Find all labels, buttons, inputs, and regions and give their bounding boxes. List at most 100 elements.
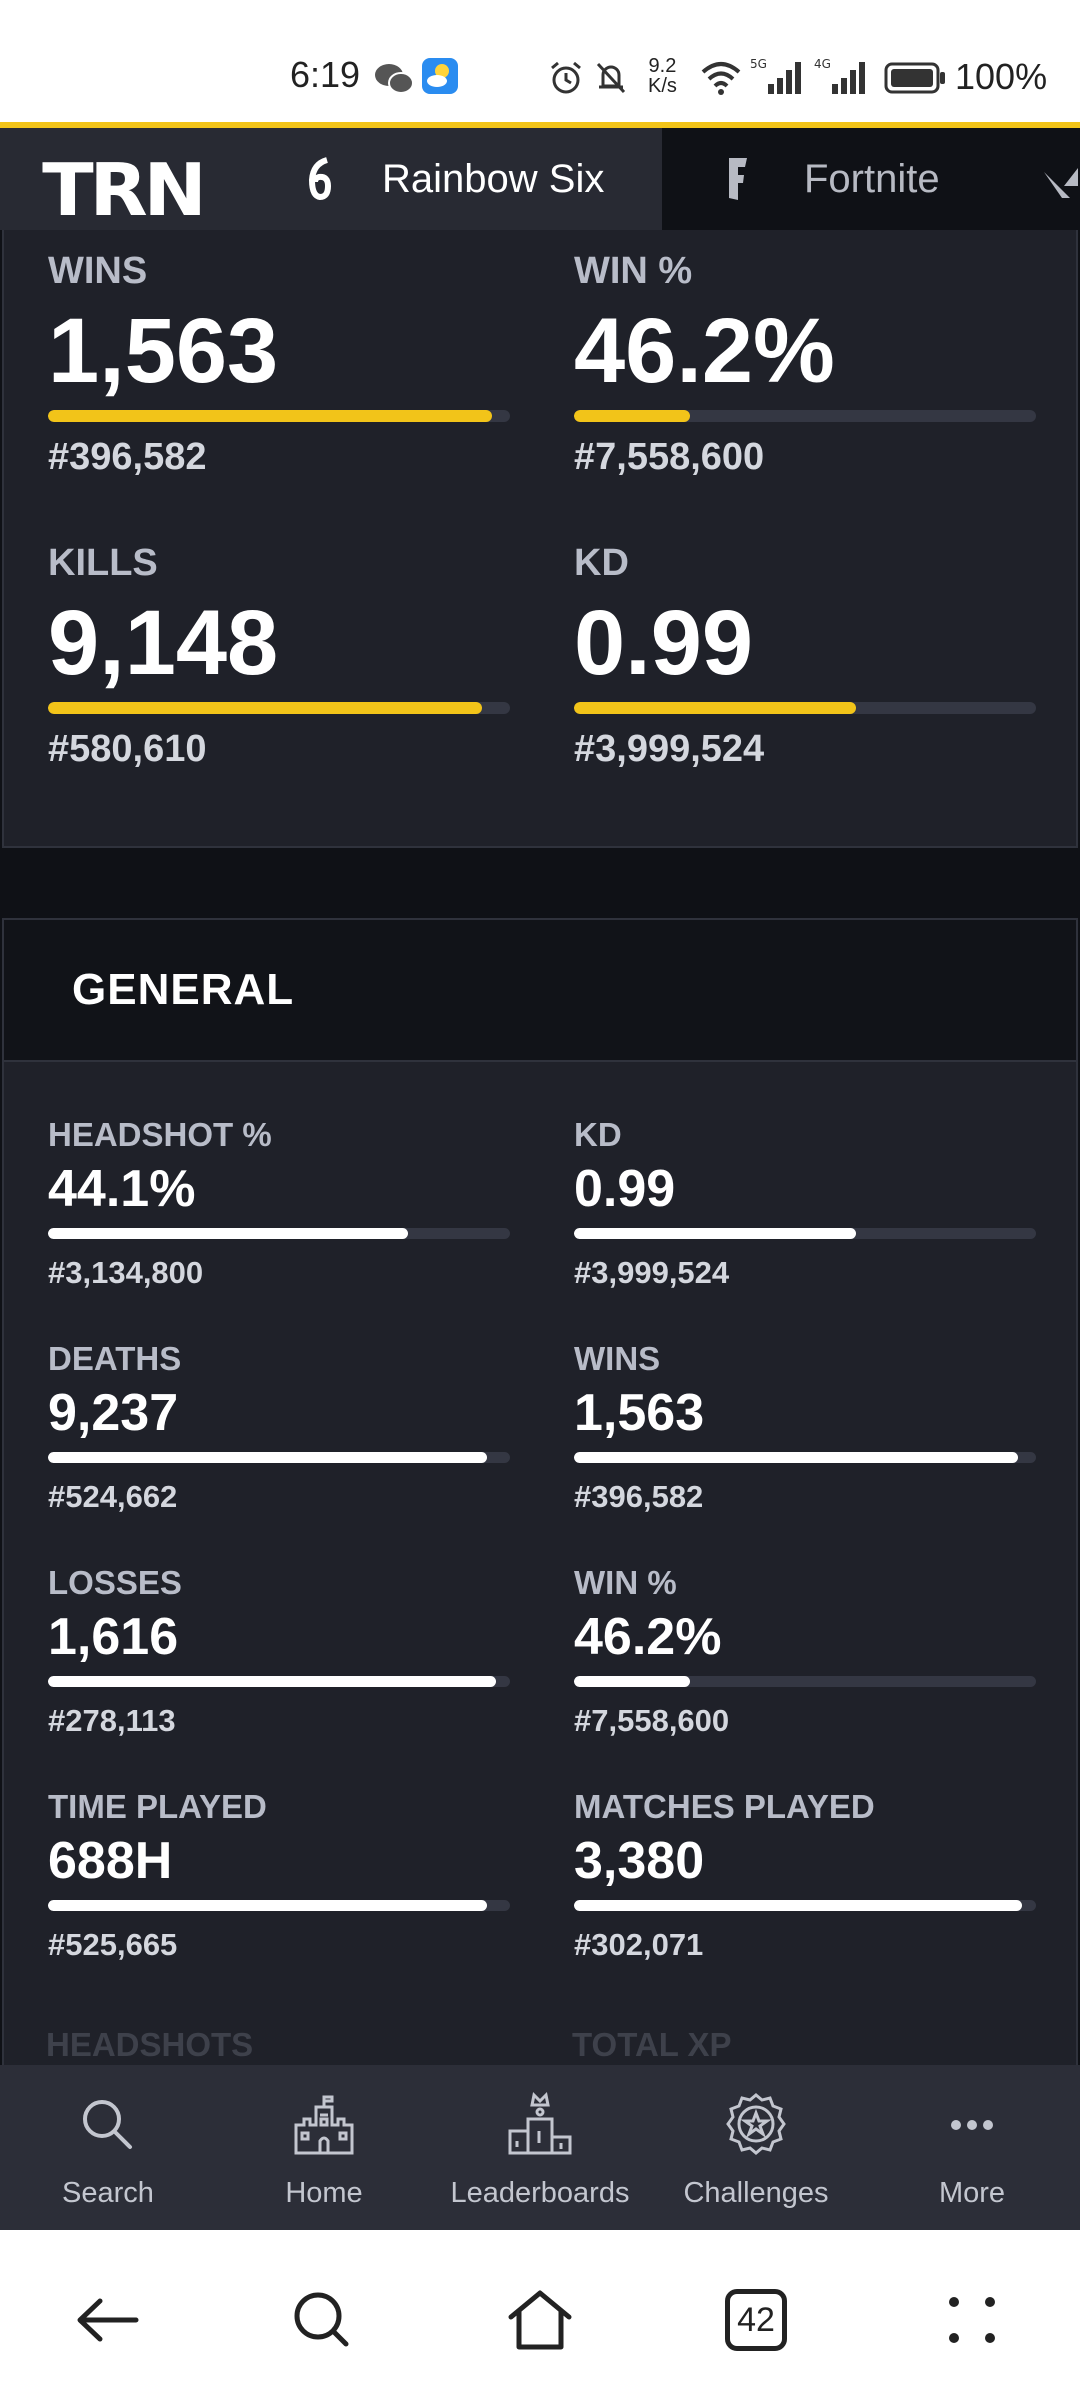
stat-value: 1,563: [48, 300, 279, 402]
stat-value: 46.2%: [574, 300, 835, 402]
trn-logo[interactable]: TRN: [42, 148, 207, 232]
home-icon: [508, 2290, 572, 2350]
stat-bar-fill: [574, 1676, 690, 1687]
tab-label: Fortnite: [804, 156, 940, 201]
stat-value: 46.2%: [574, 1608, 722, 1666]
nav-home[interactable]: Home: [216, 2065, 432, 2230]
nav-label: Leaderboards: [450, 2177, 630, 2209]
stat-bar-fill: [48, 1228, 409, 1239]
stat-rank: #580,610: [48, 728, 207, 770]
stat-time-played: TIME PLAYED 688H #525,665: [48, 1788, 510, 1963]
tab-rainbow-six[interactable]: Rainbow Six: [300, 128, 662, 230]
stat-bar-fill: [48, 1676, 497, 1687]
stat-percentile-bar: [574, 1228, 1036, 1239]
stats-content[interactable]: WINS 1,563 #396,582 WIN % 46.2% #7,558,6…: [0, 230, 1080, 2065]
wifi-icon: [701, 62, 741, 95]
nav-label: Search: [62, 2177, 154, 2209]
stat-bar-fill: [48, 702, 483, 714]
stat-value: 1,616: [48, 1608, 179, 1666]
stat-label: WINS: [48, 250, 148, 292]
overview-stat-wins: WINS 1,563 #396,582: [48, 250, 510, 479]
overview-stat-kd: KD 0.99 #3,999,524: [574, 542, 1036, 771]
stat-value: 9,237: [48, 1384, 179, 1442]
svg-text:4G: 4G: [814, 57, 831, 71]
castle-icon: [294, 2095, 354, 2155]
stat-rank: #396,582: [574, 1479, 704, 1514]
nav-leaderboards[interactable]: Leaderboards: [432, 2065, 648, 2230]
stat-rank: #7,558,600: [574, 1703, 730, 1738]
stat-percentile-bar: [48, 1452, 510, 1463]
stat-bar-fill: [574, 1900, 1023, 1911]
stat-bar-fill: [574, 1452, 1018, 1463]
tabs-button[interactable]: 42: [716, 2280, 796, 2360]
valorant-partial-icon[interactable]: [1040, 164, 1080, 204]
weather-icon: [422, 58, 458, 94]
overview-stat-win-pct: WIN % 46.2% #7,558,600: [574, 250, 1036, 479]
stat-percentile-bar: [574, 1452, 1036, 1463]
stat-label: TIME PLAYED: [48, 1788, 267, 1825]
stat-value: 3,380: [574, 1832, 705, 1890]
stat-percentile-bar: [48, 702, 510, 714]
fortnite-icon: [718, 154, 758, 204]
stat-bar-fill: [48, 1900, 487, 1911]
status-time: 6:19: [290, 54, 361, 95]
browser-search-button[interactable]: [282, 2280, 362, 2360]
more-dots-icon: [951, 2120, 993, 2130]
rainbow-six-icon: [300, 154, 340, 204]
arrow-left-icon: [77, 2298, 139, 2342]
stat-label: KD: [574, 1116, 622, 1153]
bottom-tab-bar: Search Home Leaderboards: [0, 2065, 1080, 2230]
badge-icon: [726, 2093, 786, 2155]
alarm-icon: [551, 61, 581, 94]
status-bar: 6:19 9.2 K/s 5G 4G: [0, 0, 1080, 122]
stat-bar-fill: [574, 1228, 856, 1239]
stat-percentile-bar: [574, 1676, 1036, 1687]
stat-headshot-pct: HEADSHOT % 44.1% #3,134,800: [48, 1116, 510, 1291]
stat-value: 0.99: [574, 1160, 676, 1218]
nav-challenges[interactable]: Challenges: [648, 2065, 864, 2230]
game-nav-bar: TRN Rainbow Six Fortnite: [0, 122, 1080, 232]
nav-label: Challenges: [683, 2177, 829, 2209]
stat-bar-fill: [48, 410, 492, 422]
stat-label: LOSSES: [48, 1564, 182, 1601]
browser-system-nav: 42: [0, 2230, 1080, 2400]
stat-label: KILLS: [48, 542, 158, 584]
stat-label: WIN %: [574, 250, 693, 292]
signal-4g-icon: 4G: [814, 57, 865, 94]
stat-win-pct: WIN % 46.2% #7,558,600: [574, 1564, 1036, 1739]
stat-rank: #396,582: [48, 436, 207, 478]
stat-percentile-bar: [48, 1676, 510, 1687]
stat-rank: #3,134,800: [48, 1255, 204, 1290]
tab-count: 42: [737, 2300, 775, 2339]
podium-icon: [508, 2091, 572, 2155]
stat-label: KD: [574, 542, 629, 584]
stat-bar-fill: [574, 702, 856, 714]
section-title: GENERAL: [72, 965, 295, 1014]
tab-label: Rainbow Six: [382, 156, 605, 201]
battery-icon: [884, 62, 945, 94]
signal-5g-icon: 5G: [750, 57, 801, 94]
back-button[interactable]: [68, 2280, 148, 2360]
stat-percentile-bar: [574, 410, 1036, 422]
stat-losses: LOSSES 1,616 #278,113: [48, 1564, 510, 1739]
wechat-icon: [375, 64, 414, 94]
general-card: GENERAL HEADSHOT % 44.1% #3,134,800 KD 0…: [2, 918, 1078, 2065]
stat-rank: #525,665: [48, 1927, 178, 1962]
nav-more[interactable]: More: [864, 2065, 1080, 2230]
overview-card: WINS 1,563 #396,582 WIN % 46.2% #7,558,6…: [2, 230, 1078, 848]
svg-text:5G: 5G: [750, 57, 767, 71]
tab-fortnite[interactable]: Fortnite: [662, 128, 1080, 230]
home-button[interactable]: [500, 2280, 580, 2360]
battery-percent: 100%: [955, 56, 1048, 97]
stat-label: HEADSHOT %: [48, 1116, 272, 1153]
nav-search[interactable]: Search: [0, 2065, 216, 2230]
stat-percentile-bar: [574, 1900, 1036, 1911]
stat-rank: #3,999,524: [574, 1255, 730, 1290]
tabs-icon: 42: [725, 2289, 787, 2351]
search-icon: [83, 2100, 132, 2149]
menu-button[interactable]: [932, 2280, 1012, 2360]
stat-deaths: DEATHS 9,237 #524,662: [48, 1340, 510, 1515]
nav-label: More: [938, 2177, 1006, 2209]
stat-label: MATCHES PLAYED: [574, 1788, 875, 1825]
stat-rank: #7,558,600: [574, 436, 765, 478]
